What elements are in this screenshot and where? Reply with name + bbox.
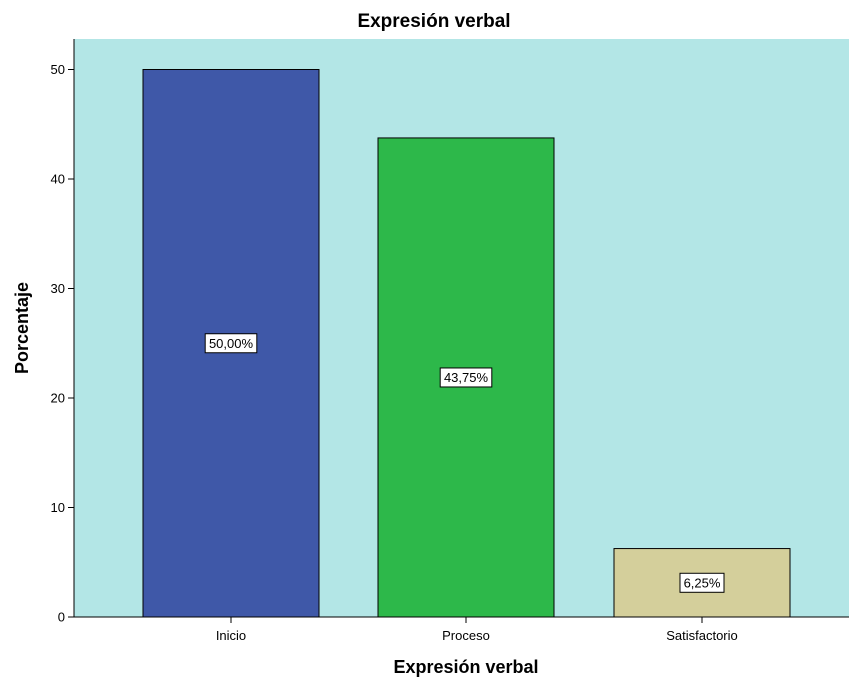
y-tick-label: 50 xyxy=(51,62,65,77)
x-tick-label: Proceso xyxy=(442,628,490,643)
data-label-satisfactorio: 6,25% xyxy=(679,572,725,593)
y-axis-title: Porcentaje xyxy=(12,282,32,374)
data-label-inicio: 50,00% xyxy=(204,333,258,354)
data-label-text: 6,25% xyxy=(684,575,721,590)
data-label-text: 43,75% xyxy=(444,370,489,385)
data-label-text: 50,00% xyxy=(209,336,254,351)
data-label-box xyxy=(204,333,258,354)
y-tick-label: 20 xyxy=(51,391,65,406)
data-label-box xyxy=(439,367,493,388)
x-tick-label: Inicio xyxy=(216,628,246,643)
chart-title: Expresión verbal xyxy=(357,11,510,32)
bars-layer xyxy=(142,69,791,618)
y-tick-label: 30 xyxy=(51,281,65,296)
x-ticks-layer: Inicio Proceso Satisfactorio xyxy=(216,617,738,643)
y-tick-label: 40 xyxy=(51,172,65,187)
data-label-proceso: 43,75% xyxy=(439,367,493,388)
x-axis-title: Expresión verbal xyxy=(393,657,538,677)
data-labels-layer: 50,00% 43,75% 6,25% xyxy=(204,333,725,593)
data-label-box xyxy=(679,572,725,593)
y-tick-label: 10 xyxy=(51,500,65,515)
y-tick-label: 0 xyxy=(58,610,65,625)
y-ticks-layer: 0 10 20 30 40 50 xyxy=(51,62,74,625)
x-tick-label: Satisfactorio xyxy=(666,628,738,643)
